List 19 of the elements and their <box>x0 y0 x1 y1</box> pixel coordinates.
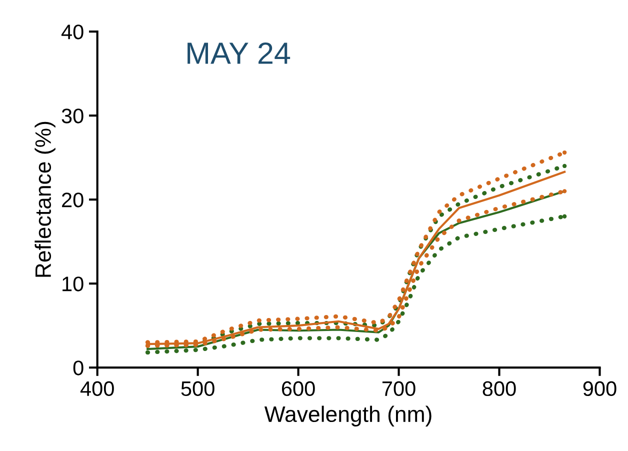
x-tick-label: 500 <box>181 381 214 396</box>
point <box>145 340 150 344</box>
y-tick-label: 20 <box>62 192 84 208</box>
x-tick-label: 400 <box>80 381 114 396</box>
x-tick-label: 600 <box>282 381 315 396</box>
y-tick-label: 0 <box>73 360 84 376</box>
point <box>562 164 567 168</box>
y-tick-label: 40 <box>61 24 84 40</box>
x-tick-label: 900 <box>583 381 616 396</box>
y-axis-title: Reflectance (%) <box>34 122 56 277</box>
x-tick-label: 800 <box>482 381 516 396</box>
point <box>562 214 567 218</box>
x-axis-title: Wavelength (nm) <box>264 406 432 426</box>
point <box>562 150 567 155</box>
x-tick-label: 700 <box>382 381 416 396</box>
y-tick-label: 10 <box>62 276 84 292</box>
y-tick-label: 30 <box>62 108 84 124</box>
chart-title: MAY 24 <box>188 42 290 64</box>
point <box>562 189 567 194</box>
